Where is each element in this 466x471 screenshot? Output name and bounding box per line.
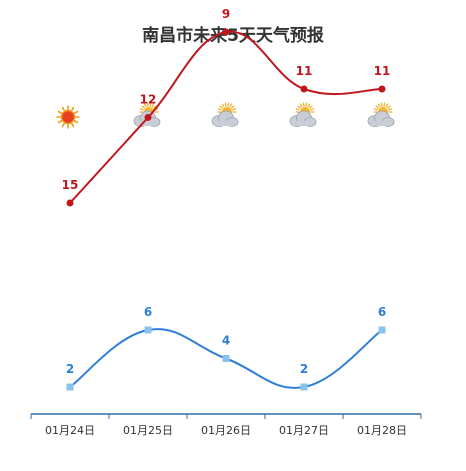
sun-icon [56,105,80,129]
data-label: 9 [222,7,230,21]
x-tick-label: 01月25日 [123,424,173,437]
data-point [66,199,74,207]
data-point [378,326,386,334]
partly-cloudy-icon [211,102,239,127]
x-tick-label: 01月26日 [201,424,251,437]
x-tick-label: 01月27日 [279,424,329,437]
data-label: 6 [378,305,386,319]
partly-cloudy-icon [289,102,317,127]
x-tick-label: 01月28日 [357,424,407,437]
partly-cloudy-icon [367,102,395,127]
data-point [378,85,386,93]
data-label: 12 [140,93,157,107]
data-point [222,355,230,362]
data-point [66,383,74,391]
chart-title: 南昌市未来5天天气预报 [142,25,324,46]
data-label: 4 [222,334,230,348]
data-point [300,85,308,93]
low-temperature-series: 2 6 4 2 6 [66,305,386,391]
x-tick-label: 01月24日 [45,424,95,437]
weather-icons [56,102,395,129]
data-label: 15 [62,178,79,192]
data-label: 6 [144,305,152,319]
data-label: 11 [374,64,391,78]
high-temperature-series: 15 12 9 11 11 [62,7,391,207]
data-label: 2 [66,362,74,376]
data-label: 2 [300,362,308,376]
data-point [222,28,230,36]
data-point [144,326,152,334]
data-point [300,383,308,391]
data-label: 11 [296,64,313,78]
x-axis: 01月24日 01月25日 01月26日 01月27日 01月28日 [30,413,422,437]
data-point [144,114,152,121]
